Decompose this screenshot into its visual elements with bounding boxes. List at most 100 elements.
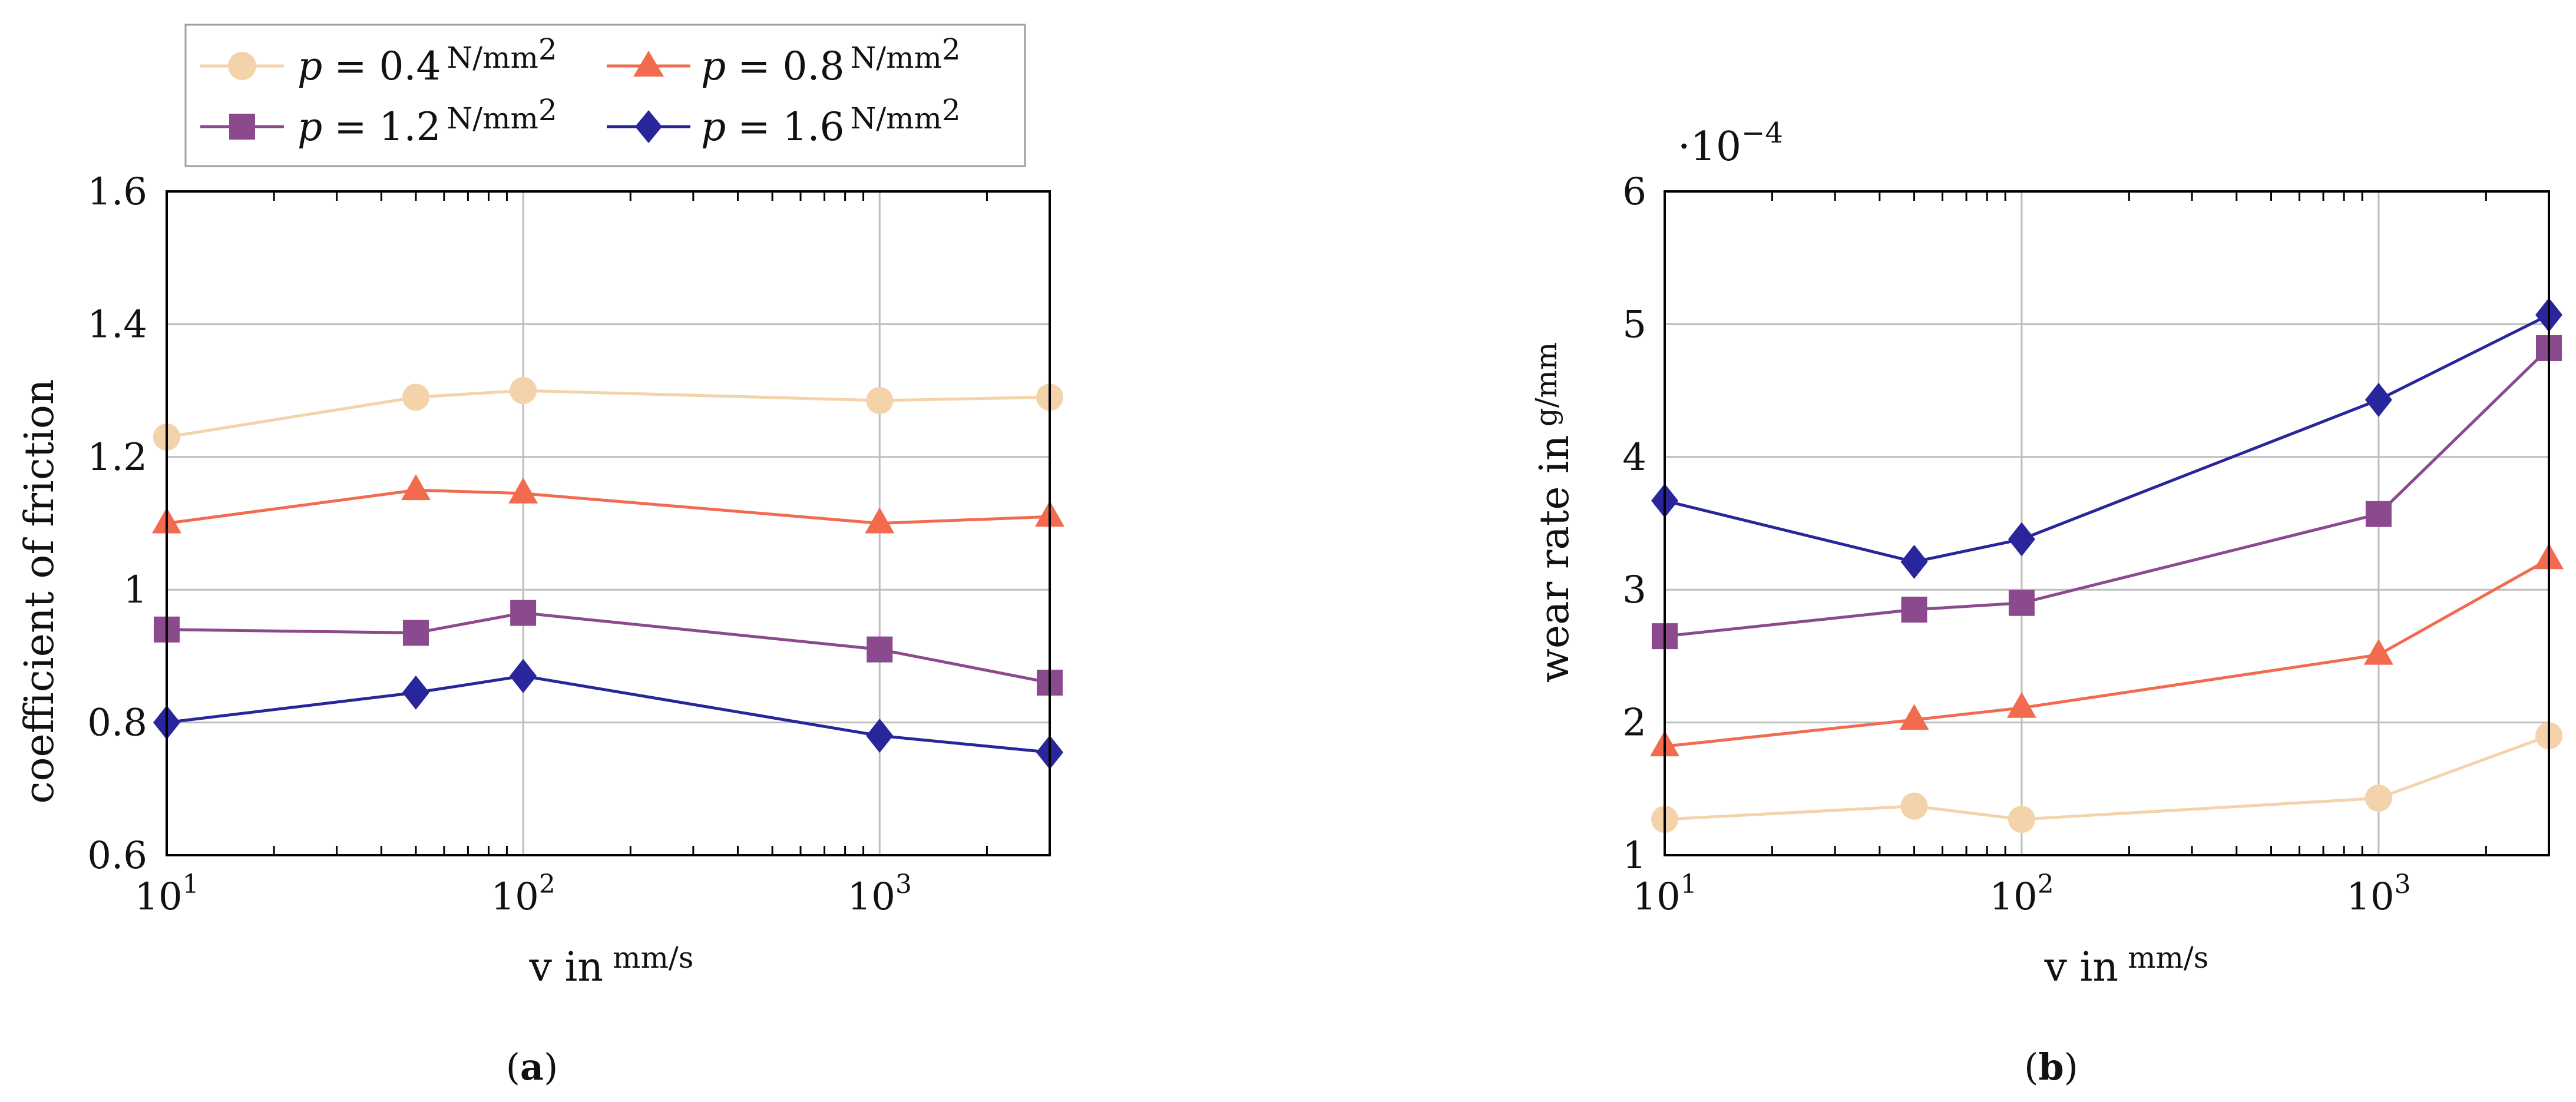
chart-b-y-axis-unit: g/mm bbox=[1529, 342, 1563, 427]
legend-value: 0.8 bbox=[783, 44, 845, 89]
x-tick-label: 101 bbox=[1632, 869, 1697, 919]
legend-unit: N/mm bbox=[447, 41, 538, 75]
legend-label-p08: p = 0.8 N/mm2 bbox=[701, 32, 961, 89]
chart-a-x-axis-label: v in mm/s bbox=[529, 941, 694, 991]
caption-open: ( bbox=[2024, 1045, 2038, 1088]
data-point-p12 bbox=[2008, 590, 2035, 616]
series-line-p04 bbox=[1664, 734, 2549, 821]
legend-eq: = bbox=[334, 44, 379, 89]
legend-entry-p04: p = 0.4 N/mm2 bbox=[200, 32, 557, 89]
y-tick-label: 2 bbox=[1622, 701, 1646, 745]
x-tick-base: 10 bbox=[2346, 875, 2394, 919]
caption-close: ) bbox=[2064, 1045, 2078, 1088]
legend-label-p04: p = 0.4 N/mm2 bbox=[297, 32, 557, 89]
x-tick-base: 10 bbox=[491, 875, 538, 919]
x-tick-exp: 1 bbox=[1681, 869, 1697, 899]
series-line-p08 bbox=[1664, 558, 2550, 748]
chart-b-scale-factor: ·10−4 bbox=[1678, 117, 1783, 170]
legend-eq: = bbox=[738, 44, 782, 89]
legend-entry-p08: p = 0.8 N/mm2 bbox=[607, 32, 961, 89]
x-tick-base: 10 bbox=[134, 875, 182, 919]
chart-b-scale-base: ·10 bbox=[1678, 124, 1741, 170]
data-point-p04 bbox=[1900, 792, 1928, 820]
legend-marker-p08 bbox=[633, 51, 664, 77]
data-point-p04 bbox=[2365, 785, 2392, 812]
caption-close: ) bbox=[544, 1045, 558, 1088]
chart-a-x-axis-label-text: v in bbox=[529, 944, 604, 991]
caption-open: ( bbox=[506, 1045, 520, 1088]
legend-value: 0.4 bbox=[379, 44, 441, 89]
x-tick-label: 102 bbox=[1989, 869, 2053, 919]
y-tick-label: 1 bbox=[1622, 834, 1646, 878]
legend-label-p16: p = 1.6 N/mm2 bbox=[701, 93, 961, 150]
y-tick-label: 1 bbox=[123, 568, 147, 612]
chart-a-x-tick-labels: 101 102 103 bbox=[134, 869, 912, 919]
y-tick-label: 5 bbox=[1622, 303, 1646, 346]
legend-unit-exp: 2 bbox=[538, 93, 557, 127]
data-point-p04 bbox=[510, 377, 537, 405]
legend-box bbox=[184, 24, 1026, 167]
y-tick-label: 1.6 bbox=[87, 170, 147, 214]
data-point-p08 bbox=[1899, 704, 1929, 730]
chart-b-x-axis-label: v in mm/s bbox=[2044, 941, 2209, 991]
data-point-p16 bbox=[1900, 544, 1928, 579]
chart-a-caption: (a) bbox=[506, 1045, 558, 1088]
x-tick-label: 102 bbox=[491, 869, 555, 919]
chart-b-caption-letter: b bbox=[2038, 1045, 2064, 1088]
legend-symbol: p bbox=[297, 44, 322, 89]
data-point-p12 bbox=[510, 600, 537, 626]
legend-marker-p12 bbox=[229, 114, 255, 140]
chart-b-x-tick-labels: 101 102 103 bbox=[1632, 869, 2410, 919]
x-tick-exp: 2 bbox=[539, 869, 555, 899]
series-line-p04 bbox=[166, 389, 1050, 439]
data-point-p16 bbox=[2365, 382, 2392, 417]
chart-b-scale-exp: −4 bbox=[1741, 117, 1783, 150]
y-tick-label: 0.8 bbox=[87, 701, 147, 745]
chart-a-x-axis-unit: mm/s bbox=[613, 941, 693, 975]
x-tick-exp: 3 bbox=[2395, 869, 2411, 899]
data-point-p12 bbox=[402, 620, 429, 646]
legend-entry-p12: p = 1.2 N/mm2 bbox=[200, 93, 557, 150]
series-line-p16 bbox=[1664, 313, 2550, 564]
chart-a-series bbox=[152, 377, 1064, 770]
data-point-p12 bbox=[2365, 501, 2392, 527]
data-point-p04 bbox=[402, 383, 429, 411]
legend-unit: N/mm bbox=[851, 101, 942, 135]
chart-a-y-tick-labels: 0.6 0.8 1 1.2 1.4 1.6 bbox=[87, 170, 147, 878]
legend-unit: N/mm bbox=[851, 41, 942, 75]
legend-marker-p16 bbox=[635, 110, 662, 143]
legend-value: 1.6 bbox=[783, 104, 845, 150]
x-tick-label: 103 bbox=[848, 869, 912, 919]
x-tick-base: 10 bbox=[1989, 875, 2037, 919]
chart-b-x-axis-unit: mm/s bbox=[2128, 941, 2208, 975]
x-tick-base: 10 bbox=[1632, 875, 1680, 919]
legend-unit-exp: 2 bbox=[942, 32, 961, 67]
data-point-p12 bbox=[1901, 597, 1927, 623]
legend-eq: = bbox=[738, 104, 782, 150]
legend-unit-exp: 2 bbox=[538, 32, 557, 67]
x-tick-exp: 2 bbox=[2038, 869, 2054, 899]
legend-eq: = bbox=[334, 104, 379, 150]
chart-a-y-axis-label: coefficient of friction bbox=[16, 379, 63, 803]
data-point-p08 bbox=[401, 474, 431, 501]
y-tick-label: 6 bbox=[1622, 170, 1646, 214]
chart-a-minor-ticks bbox=[273, 191, 1051, 855]
chart-b-frame bbox=[1664, 190, 2550, 856]
chart-b-caption: (b) bbox=[2024, 1045, 2078, 1088]
y-tick-label: 3 bbox=[1622, 568, 1646, 612]
legend-symbol: p bbox=[297, 104, 322, 150]
legend: p = 0.4 N/mm2 p = 0.8 N/mm2 p = 1.2 N/mm2 p = 1… bbox=[184, 24, 1026, 167]
chart-b-series bbox=[1650, 297, 2564, 833]
y-tick-label: 1.4 bbox=[87, 303, 147, 346]
data-point-p16 bbox=[866, 719, 894, 753]
data-point-p16 bbox=[402, 675, 429, 710]
series-line-p08 bbox=[166, 488, 1050, 525]
series-line-p12 bbox=[166, 611, 1050, 684]
data-point-p08 bbox=[865, 507, 895, 534]
legend-unit-exp: 2 bbox=[942, 93, 961, 127]
legend-unit: N/mm bbox=[447, 101, 538, 135]
chart-b-y-axis-label: wear rate in g/mm bbox=[1529, 342, 1578, 683]
x-tick-exp: 1 bbox=[183, 869, 199, 899]
legend-symbol: p bbox=[701, 44, 726, 89]
